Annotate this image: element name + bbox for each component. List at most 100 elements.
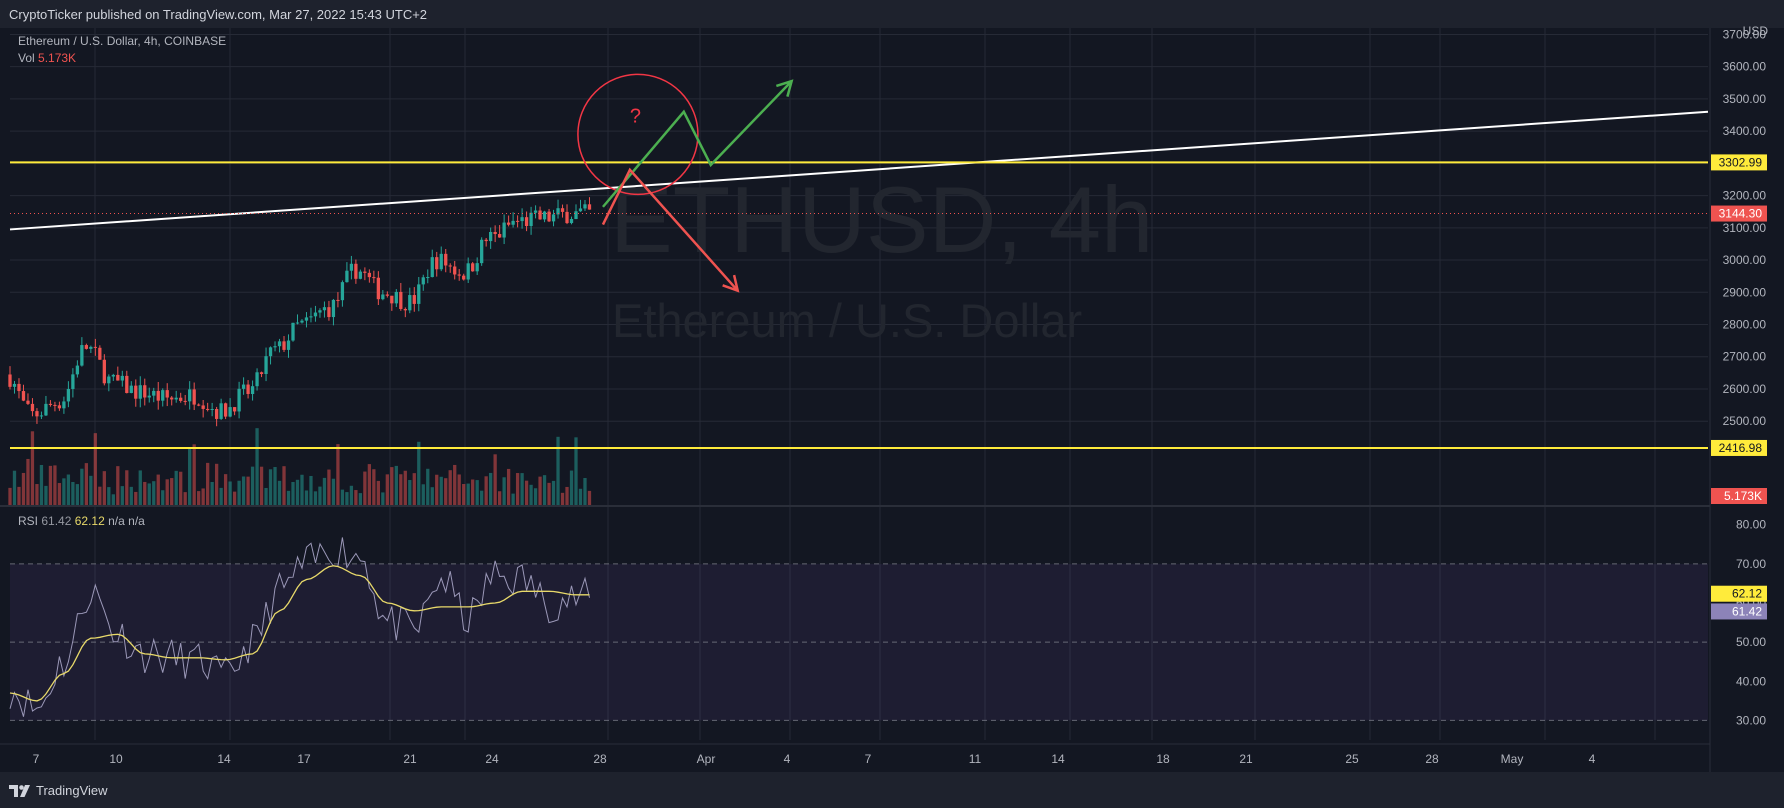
- volume-bar: [336, 444, 340, 505]
- candle: [340, 282, 345, 301]
- volume-bar: [21, 472, 26, 505]
- rsi-legend: RSI 61.42 62.12 n/a n/a: [18, 514, 145, 528]
- volume-bar: [322, 477, 327, 505]
- rsi-price-label: 61.42: [1732, 604, 1762, 618]
- vol-label: Vol: [18, 51, 35, 65]
- volume-bar: [399, 474, 403, 505]
- volume-bar: [80, 468, 84, 505]
- currency-label: USD: [1743, 24, 1769, 38]
- volume-bar: [448, 470, 452, 505]
- rsi-line: [9, 537, 590, 717]
- volume-bar: [421, 484, 425, 505]
- time-tick-label: 24: [485, 752, 499, 766]
- rsi-tick-label: 30.00: [1736, 713, 1766, 727]
- rsi-tick-label: 40.00: [1736, 674, 1766, 688]
- time-tick-label: 4: [784, 752, 791, 766]
- volume-bar: [524, 480, 529, 505]
- volume-bar: [174, 470, 178, 505]
- volume-bar: [462, 483, 466, 505]
- brand[interactable]: TradingView: [9, 783, 108, 798]
- candle: [309, 316, 313, 318]
- candle: [152, 390, 156, 396]
- volume-bar: [439, 476, 443, 505]
- bullish-path-arrow: [601, 80, 793, 208]
- candle: [48, 403, 53, 405]
- volume-bar: [542, 475, 547, 505]
- candle: [538, 210, 542, 220]
- volume-bar: [273, 467, 277, 505]
- volume-bar: [35, 484, 39, 505]
- time-tick-label: 28: [1425, 752, 1439, 766]
- volume-bar: [309, 475, 313, 505]
- time-tick-label: 25: [1345, 752, 1359, 766]
- volume-bar: [223, 474, 228, 505]
- candle: [345, 270, 349, 283]
- volume-bar: [506, 468, 511, 505]
- time-tick-label: 11: [969, 752, 982, 766]
- candle: [520, 217, 524, 222]
- candle: [143, 385, 147, 398]
- candle: [533, 210, 538, 213]
- candle: [188, 389, 192, 402]
- rsi-ma-line: [9, 565, 590, 702]
- volume-bar: [578, 488, 583, 505]
- volume-bar: [219, 487, 223, 505]
- volume-bar: [331, 478, 336, 505]
- volume-bar: [188, 447, 192, 505]
- price-tick-label: 3100.00: [1723, 221, 1767, 235]
- candle: [349, 263, 354, 271]
- volume-bar: [372, 469, 376, 505]
- volume-bar: [161, 490, 165, 505]
- volume-bar: [529, 484, 533, 505]
- volume-bar: [48, 465, 53, 505]
- candle: [255, 372, 259, 387]
- volume-bar: [403, 470, 407, 505]
- volume-bar: [480, 490, 484, 505]
- candle: [174, 397, 178, 400]
- volume-bar: [192, 444, 196, 505]
- volume-bar: [250, 466, 255, 505]
- volume-bar: [237, 480, 241, 505]
- price-tick-label: 2700.00: [1723, 350, 1767, 364]
- rsi-tick-label: 50.00: [1736, 635, 1766, 649]
- volume-bar: [381, 492, 385, 505]
- volume-bar: [93, 433, 97, 505]
- volume-bar: [453, 464, 457, 505]
- rsi-value: 61.42: [41, 514, 72, 528]
- time-tick-label: May: [1501, 752, 1524, 766]
- candle: [385, 294, 389, 296]
- candle: [264, 356, 268, 374]
- volume-bar: [277, 480, 282, 505]
- volume-bar: [430, 487, 434, 505]
- candle: [17, 383, 21, 392]
- candle: [313, 312, 318, 317]
- volume-bar: [120, 486, 124, 505]
- volume-bar: [358, 493, 363, 505]
- candle: [80, 345, 84, 366]
- candle: [84, 345, 89, 349]
- watermark-ticker: ETHUSD, 4h: [610, 167, 1153, 272]
- time-tick-label: 7: [33, 752, 40, 766]
- volume-bar: [295, 479, 300, 505]
- candle: [183, 400, 187, 402]
- volume-bar: [201, 488, 205, 505]
- volume-bar: [197, 491, 201, 505]
- candle: [246, 384, 250, 394]
- volume-legend: Vol 5.173K: [18, 51, 76, 65]
- volume-bar: [259, 466, 264, 505]
- volume-bar: [255, 428, 259, 505]
- volume-bar: [210, 481, 214, 505]
- time-tick-label: 21: [403, 752, 417, 766]
- time-tick-label: 7: [865, 752, 872, 766]
- price-chart[interactable]: ETHUSD, 4h Ethereum / U.S. Dollar? USD3700…: [0, 0, 1784, 772]
- volume-bar: [457, 474, 461, 505]
- volume-bar: [444, 478, 448, 505]
- rsi-tick-label: 70.00: [1736, 557, 1766, 571]
- volume-bar: [502, 477, 506, 505]
- candle: [125, 375, 129, 393]
- candle: [318, 310, 322, 313]
- volume-bar: [107, 487, 111, 505]
- candle: [75, 365, 80, 375]
- rsi-na-2: n/a: [128, 514, 145, 528]
- candle: [569, 219, 574, 224]
